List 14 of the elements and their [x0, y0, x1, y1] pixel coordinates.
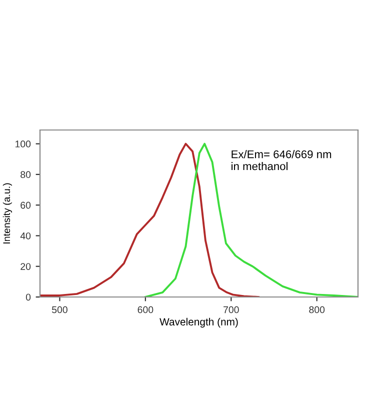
x-tick-label: 600 [138, 306, 154, 314]
y-tick-label: 100 [15, 140, 31, 148]
x-axis-title: Wavelength (nm) [160, 318, 238, 328]
x-tick-label: 700 [224, 306, 239, 314]
line-series [144, 142, 358, 297]
y-tick-label: 40 [20, 232, 31, 240]
y-tick-label: 20 [20, 263, 31, 270]
x-tick-label: 800 [309, 306, 325, 314]
y-tick-label: 0 [26, 294, 31, 301]
y-tick-label: 60 [20, 202, 31, 209]
x-tick-label: 500 [52, 306, 68, 314]
annotation: Ex/Em= 646/669 nm in methanol [232, 150, 332, 170]
y-tick-label: 80 [20, 171, 31, 178]
y-axis-title: Intensity (a.u.) [2, 183, 12, 244]
